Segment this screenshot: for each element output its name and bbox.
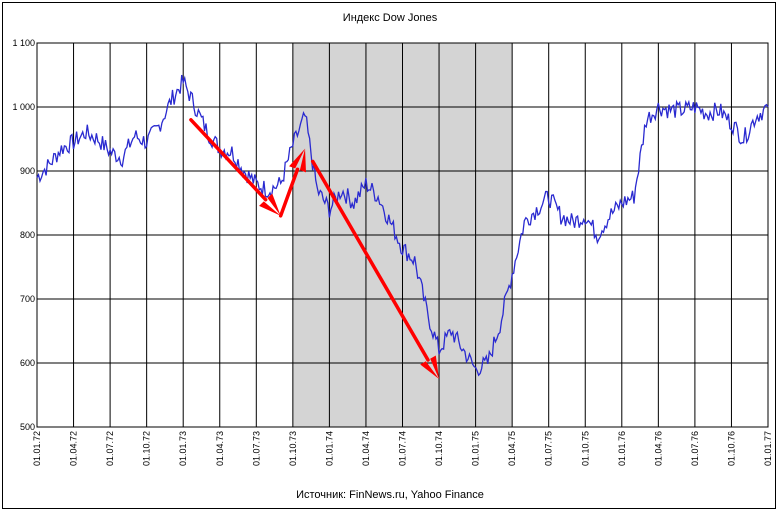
- x-tick-label: 01.01.75: [471, 431, 481, 466]
- chart-title: Индекс Dow Jones: [342, 12, 438, 24]
- x-tick-label: 01.01.73: [178, 431, 188, 466]
- y-tick-label: 900: [20, 166, 35, 176]
- x-tick-label: 01.10.76: [726, 431, 736, 466]
- x-tick-label: 01.01.76: [617, 431, 627, 466]
- trend-arrow-down-2: [310, 159, 440, 379]
- arrow-head: [289, 148, 306, 169]
- arrow-head: [420, 361, 440, 379]
- y-tick-label: 1 000: [12, 102, 35, 112]
- x-tick-label: 01.10.74: [434, 431, 444, 466]
- arrow-head: [430, 355, 440, 379]
- plot-border: [36, 42, 769, 428]
- x-tick-label: 01.07.72: [105, 431, 115, 466]
- y-tick-label: 800: [20, 230, 35, 240]
- x-tick-label: 01.01.72: [32, 431, 42, 466]
- x-tick-label: 01.04.75: [507, 431, 517, 466]
- arrow-head: [299, 148, 306, 173]
- x-tick-label: 01.07.76: [690, 431, 700, 466]
- arrow-head: [267, 193, 281, 216]
- x-tick-label: 01.01.74: [324, 431, 334, 466]
- x-tick-label: 01.10.73: [288, 431, 298, 466]
- x-tick-label: 01.10.75: [580, 431, 590, 466]
- y-tick-label: 500: [20, 422, 35, 432]
- x-tick-label: 01.04.73: [215, 431, 225, 466]
- x-tick-label: 01.10.72: [142, 431, 152, 466]
- x-tick-label: 01.04.72: [69, 431, 79, 466]
- x-tick-label: 01.07.74: [398, 431, 408, 466]
- arrow-shaft: [310, 159, 430, 362]
- series-line: [36, 74, 769, 377]
- x-tick-label: 01.07.73: [251, 431, 261, 466]
- arrow-head: [259, 201, 281, 216]
- y-tick-label: 600: [20, 358, 35, 368]
- y-tick-label: 1 100: [12, 38, 35, 48]
- x-tick-label: 01.01.77: [763, 431, 773, 466]
- chart-source: Источник: FinNews.ru, Yahoo Finance: [296, 489, 484, 501]
- x-tick-label: 01.04.74: [361, 431, 371, 466]
- y-tick-label: 700: [20, 294, 35, 304]
- trend-arrow-up: [278, 148, 306, 218]
- arrow-shaft: [278, 167, 300, 218]
- x-tick-label: 01.07.75: [544, 431, 554, 466]
- trend-arrow-down-1: [189, 118, 281, 216]
- x-tick-label: 01.04.76: [653, 431, 663, 466]
- arrow-shaft: [189, 118, 268, 202]
